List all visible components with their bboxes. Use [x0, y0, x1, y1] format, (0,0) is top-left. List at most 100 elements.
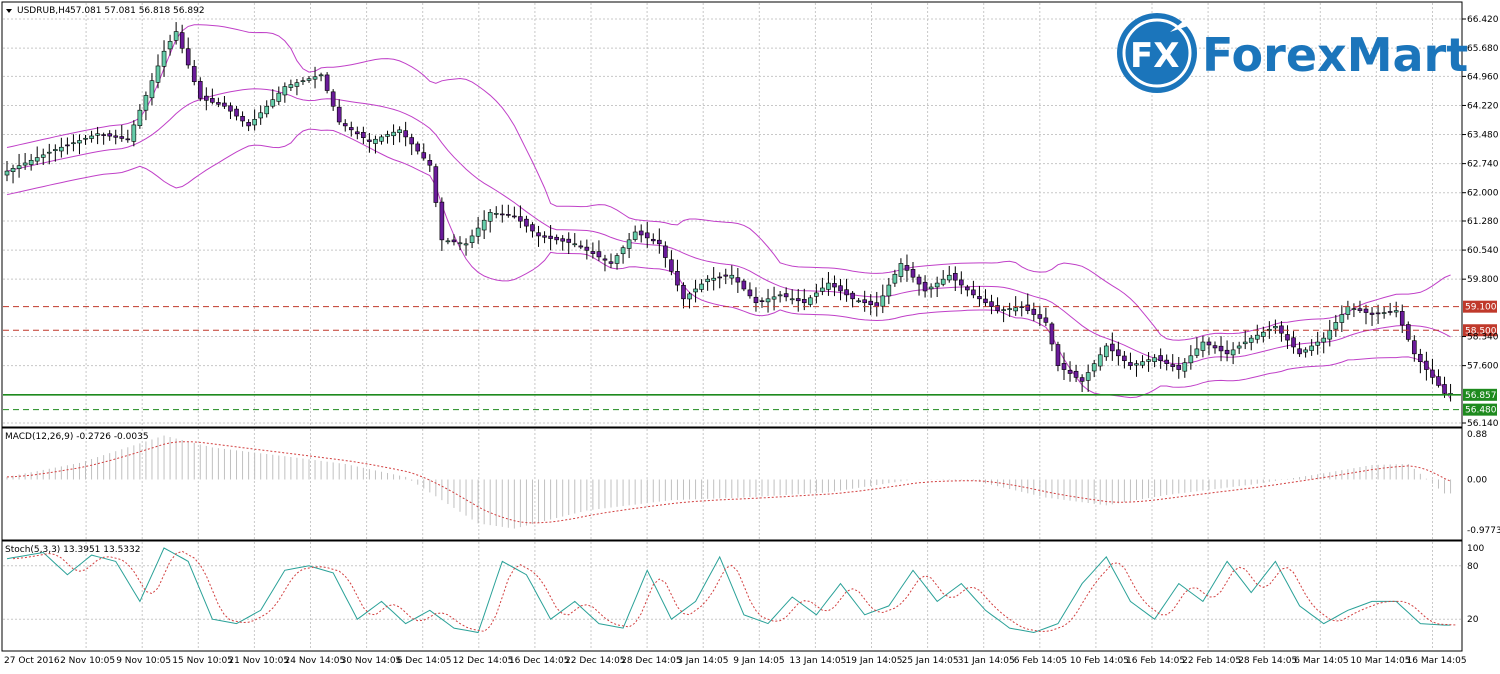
bull-candle	[95, 133, 100, 136]
bull-candle	[820, 287, 825, 292]
bull-candle	[1248, 337, 1254, 343]
bear-candle	[1025, 304, 1031, 311]
bear-candle	[874, 302, 880, 307]
macd-label: MACD(12,26,9) -0.2726 -0.0035	[5, 432, 149, 442]
bear-candle	[421, 152, 427, 159]
stoch-signal-line	[12, 550, 1457, 632]
level-price-label: 59.100	[1465, 303, 1497, 313]
x-tick-label: 24 Nov 14:05	[285, 656, 346, 666]
bear-candle	[246, 122, 251, 127]
x-tick-label: 6 Mar 14:05	[1294, 656, 1348, 666]
level-price-label: 56.480	[1465, 406, 1497, 416]
bear-candle	[1031, 308, 1037, 315]
level-price-tag	[1463, 388, 1497, 401]
bull-candle	[40, 154, 46, 158]
bear-candle	[125, 138, 131, 141]
bull-candle	[729, 274, 735, 279]
bull-candle	[258, 112, 263, 119]
bear-candle	[409, 137, 414, 145]
bull-candle	[53, 149, 58, 151]
bull-candle	[282, 86, 288, 96]
bear-candle	[512, 215, 517, 218]
bear-candle	[663, 245, 668, 258]
price-tick-label: 65.680	[1467, 44, 1499, 54]
bear-candle	[1357, 308, 1363, 311]
price-tick-label: 60.540	[1467, 246, 1499, 256]
x-tick-label: 3 Jan 14:05	[677, 656, 728, 666]
bear-candle	[1363, 308, 1369, 313]
bull-candle	[1230, 349, 1236, 356]
bull-candle	[620, 247, 626, 255]
bear-candle	[959, 279, 964, 286]
bear-candle	[361, 131, 366, 138]
x-tick-label: 19 Jan 14:05	[846, 656, 903, 666]
bull-candle	[1085, 372, 1091, 381]
bull-candle	[167, 41, 173, 50]
dropdown-arrow-icon[interactable]	[6, 9, 12, 13]
bear-candle	[1387, 311, 1393, 313]
bull-candle	[469, 235, 475, 243]
bear-candle	[566, 238, 572, 243]
bear-candle	[862, 299, 867, 304]
bull-candle	[252, 119, 257, 126]
macd-tick-label: -0.9773	[1467, 526, 1500, 536]
bull-candle	[89, 135, 94, 139]
bull-candle	[1140, 361, 1145, 366]
bear-candle	[1212, 345, 1218, 349]
bull-candle	[808, 297, 813, 305]
bear-candle	[795, 298, 801, 302]
bull-candle	[397, 129, 402, 134]
bull-candle	[373, 138, 378, 144]
bull-candle	[131, 124, 137, 142]
bear-candle	[783, 293, 789, 298]
bull-candle	[614, 255, 620, 264]
bear-candle	[1218, 345, 1224, 352]
bear-candle	[644, 232, 650, 239]
bear-candle	[1055, 344, 1061, 366]
bear-candle	[910, 269, 916, 278]
bear-candle	[904, 265, 910, 271]
bear-candle	[602, 258, 608, 261]
x-tick-label: 31 Jan 14:05	[958, 656, 1015, 666]
bear-candle	[1375, 312, 1381, 315]
bull-candle	[22, 162, 28, 166]
bear-candle	[1037, 314, 1043, 319]
x-tick-label: 21 Nov 10:05	[228, 656, 289, 666]
bear-candle	[596, 251, 602, 258]
bull-candle	[306, 78, 312, 81]
bear-candle	[228, 105, 233, 112]
x-tick-label: 9 Nov 10:05	[116, 656, 171, 666]
bear-candle	[554, 236, 559, 241]
bear-candle	[210, 98, 215, 103]
bull-candle	[1393, 310, 1399, 313]
bull-candle	[481, 219, 487, 231]
x-tick-label: 22 Dec 14:05	[565, 656, 626, 666]
bull-candle	[1194, 348, 1200, 356]
bear-candle	[342, 123, 348, 127]
bear-candle	[675, 271, 680, 286]
bull-candle	[161, 50, 167, 67]
bull-candle	[1333, 322, 1339, 330]
bear-candle	[759, 300, 765, 302]
bear-candle	[1291, 337, 1296, 348]
bear-candle	[844, 289, 849, 296]
bear-candle	[1073, 370, 1079, 378]
bear-candle	[222, 102, 227, 107]
price-tick-label: 56.140	[1467, 419, 1499, 429]
forexmart-logo: FX ForexMart	[1117, 13, 1468, 93]
bull-candle	[493, 213, 499, 215]
bear-candle	[367, 139, 372, 142]
bull-candle	[814, 292, 819, 297]
bear-candle	[324, 74, 330, 91]
x-tick-label: 10 Mar 14:05	[1350, 656, 1410, 666]
bear-candle	[971, 289, 976, 296]
bollinger-upper	[6, 24, 1451, 341]
bear-candle	[1369, 312, 1375, 315]
bull-candle	[886, 284, 892, 297]
bear-candle	[336, 106, 342, 123]
bull-candle	[626, 239, 632, 249]
bull-candle	[1261, 331, 1266, 337]
bull-candle	[1152, 357, 1157, 362]
bollinger-middle	[6, 88, 1451, 365]
bear-candle	[681, 284, 686, 300]
